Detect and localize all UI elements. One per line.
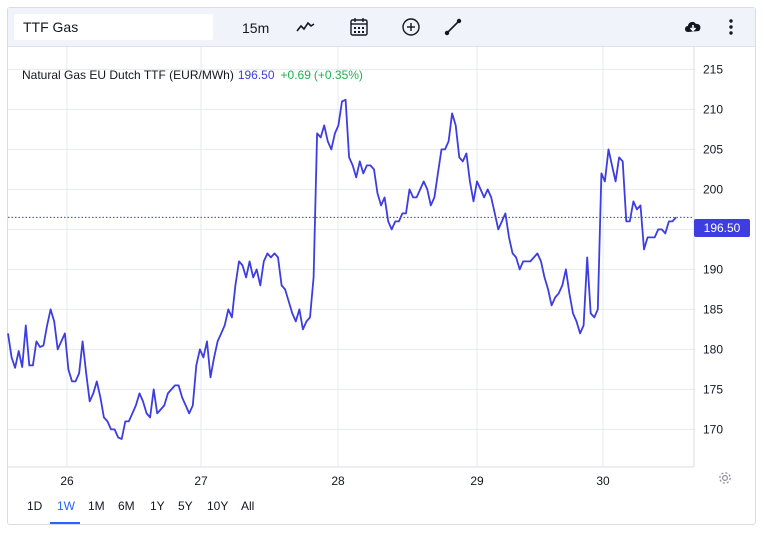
x-tick-label: 28 xyxy=(331,474,345,488)
axes: 1701751801851901952002052102152627282930 xyxy=(8,47,723,488)
download-cloud-icon[interactable] xyxy=(682,16,704,38)
active-range-indicator xyxy=(50,522,80,524)
compare-add-icon[interactable] xyxy=(400,16,422,38)
x-tick-label: 29 xyxy=(470,474,484,488)
symbol-search-input[interactable]: TTF Gas xyxy=(14,14,213,40)
price-series-line xyxy=(7,98,677,440)
range-selector: 1D 1W 1M 6M 1Y 5Y 10Y All xyxy=(8,492,755,524)
range-5y-button[interactable]: 5Y xyxy=(178,499,193,513)
range-1d-button[interactable]: 1D xyxy=(27,499,43,513)
y-tick-label: 215 xyxy=(703,62,723,76)
legend-price: 196.50 xyxy=(237,68,275,82)
y-tick-label: 205 xyxy=(703,142,723,156)
y-tick-label: 210 xyxy=(703,102,723,116)
x-tick-label: 27 xyxy=(194,474,208,488)
y-tick-label: 185 xyxy=(703,302,723,316)
series xyxy=(7,98,694,440)
toolbar: TTF Gas 15m xyxy=(8,8,755,47)
settings-gear-icon[interactable] xyxy=(717,470,733,486)
legend-change-pct: (+0.35%) xyxy=(313,68,363,82)
more-vertical-icon[interactable] xyxy=(720,16,742,38)
interval-selector[interactable]: 15m xyxy=(242,20,270,36)
y-tick-label: 180 xyxy=(703,342,723,356)
chart-frame xyxy=(7,7,756,525)
range-1w-button[interactable]: 1W xyxy=(57,499,75,513)
range-1m-button[interactable]: 1M xyxy=(88,499,105,513)
chart-type-icon[interactable] xyxy=(294,16,316,38)
range-1y-button[interactable]: 1Y xyxy=(150,499,165,513)
legend-series-name: Natural Gas EU Dutch TTF (EUR/MWh) xyxy=(22,68,234,82)
x-tick-label: 30 xyxy=(596,474,610,488)
y-tick-label: 175 xyxy=(703,382,723,396)
range-all-button[interactable]: All xyxy=(241,499,255,513)
chart-legend: Natural Gas EU Dutch TTF (EUR/MWh) 196.50… xyxy=(22,68,363,82)
y-tick-label: 200 xyxy=(703,182,723,196)
y-tick-label: 190 xyxy=(703,262,723,276)
range-10y-button[interactable]: 10Y xyxy=(207,499,229,513)
drawing-line-icon[interactable] xyxy=(442,16,464,38)
range-6m-button[interactable]: 6M xyxy=(118,499,135,513)
x-tick-label: 26 xyxy=(60,474,74,488)
calendar-icon[interactable] xyxy=(348,16,370,38)
y-tick-label: 170 xyxy=(703,422,723,436)
grid xyxy=(8,47,694,467)
last-price-tag: 196.50 xyxy=(694,219,750,237)
legend-change: +0.69 xyxy=(280,68,311,82)
